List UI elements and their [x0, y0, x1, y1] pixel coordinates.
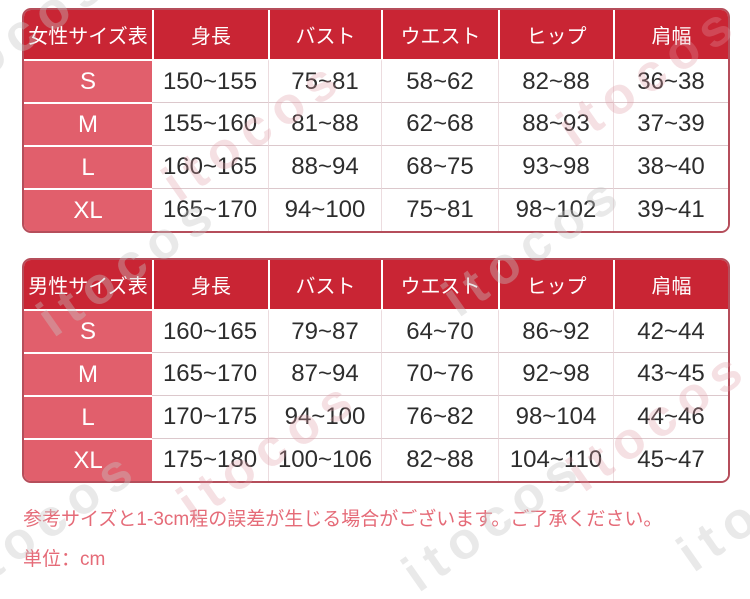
men-xl-hip: 104~110: [498, 438, 613, 481]
men-row-l-label: L: [24, 395, 152, 438]
women-header-height: 身長: [152, 10, 268, 59]
men-m-shoulder: 43~45: [613, 352, 728, 395]
women-xl-bust: 94~100: [268, 188, 381, 231]
men-s-hip: 86~92: [498, 309, 613, 352]
women-s-waist: 58~62: [381, 59, 498, 102]
women-s-shoulder: 36~38: [613, 59, 728, 102]
women-header-bust: バスト: [268, 10, 381, 59]
women-row-xl-label: XL: [24, 188, 152, 231]
men-size-table: 男性サイズ表 身長 バスト ウエスト ヒップ 肩幅 S 160~165 79~8…: [22, 258, 730, 483]
men-s-shoulder: 42~44: [613, 309, 728, 352]
women-l-bust: 88~94: [268, 145, 381, 188]
women-row-s-label: S: [24, 59, 152, 102]
women-table-title: 女性サイズ表: [24, 10, 152, 59]
men-xl-shoulder: 45~47: [613, 438, 728, 481]
men-header-hip: ヒップ: [498, 260, 613, 309]
women-l-waist: 68~75: [381, 145, 498, 188]
men-s-height: 160~165: [152, 309, 268, 352]
men-row-s-label: S: [24, 309, 152, 352]
men-m-bust: 87~94: [268, 352, 381, 395]
women-size-table: 女性サイズ表 身長 バスト ウエスト ヒップ 肩幅 S 150~155 75~8…: [22, 8, 730, 233]
women-m-shoulder: 37~39: [613, 102, 728, 145]
men-header-bust: バスト: [268, 260, 381, 309]
men-xl-waist: 82~88: [381, 438, 498, 481]
men-xl-height: 175~180: [152, 438, 268, 481]
men-s-waist: 64~70: [381, 309, 498, 352]
women-s-hip: 82~88: [498, 59, 613, 102]
men-row-xl-label: XL: [24, 438, 152, 481]
women-header-waist: ウエスト: [381, 10, 498, 59]
men-l-height: 170~175: [152, 395, 268, 438]
women-s-bust: 75~81: [268, 59, 381, 102]
women-xl-height: 165~170: [152, 188, 268, 231]
women-row-m-label: M: [24, 102, 152, 145]
women-xl-waist: 75~81: [381, 188, 498, 231]
women-s-height: 150~155: [152, 59, 268, 102]
men-m-height: 165~170: [152, 352, 268, 395]
men-m-hip: 92~98: [498, 352, 613, 395]
women-xl-hip: 98~102: [498, 188, 613, 231]
men-header-shoulder: 肩幅: [613, 260, 728, 309]
women-l-shoulder: 38~40: [613, 145, 728, 188]
men-l-bust: 94~100: [268, 395, 381, 438]
men-l-waist: 76~82: [381, 395, 498, 438]
women-l-height: 160~165: [152, 145, 268, 188]
men-m-waist: 70~76: [381, 352, 498, 395]
women-xl-shoulder: 39~41: [613, 188, 728, 231]
unit-note: 単位：cm: [23, 549, 106, 570]
women-header-hip: ヒップ: [498, 10, 613, 59]
size-notes: 参考サイズと1-3cm程の誤差が生じる場合がございます。ご了承ください。 単位：…: [23, 500, 662, 580]
men-l-shoulder: 44~46: [613, 395, 728, 438]
women-m-bust: 81~88: [268, 102, 381, 145]
men-table-title: 男性サイズ表: [24, 260, 152, 309]
men-header-waist: ウエスト: [381, 260, 498, 309]
men-row-m-label: M: [24, 352, 152, 395]
women-header-shoulder: 肩幅: [613, 10, 728, 59]
tolerance-note: 参考サイズと1-3cm程の誤差が生じる場合がございます。ご了承ください。: [23, 509, 663, 530]
women-m-waist: 62~68: [381, 102, 498, 145]
women-m-height: 155~160: [152, 102, 268, 145]
women-m-hip: 88~93: [498, 102, 613, 145]
men-l-hip: 98~104: [498, 395, 613, 438]
men-header-height: 身長: [152, 260, 268, 309]
women-row-l-label: L: [24, 145, 152, 188]
men-s-bust: 79~87: [268, 309, 381, 352]
women-l-hip: 93~98: [498, 145, 613, 188]
men-xl-bust: 100~106: [268, 438, 381, 481]
